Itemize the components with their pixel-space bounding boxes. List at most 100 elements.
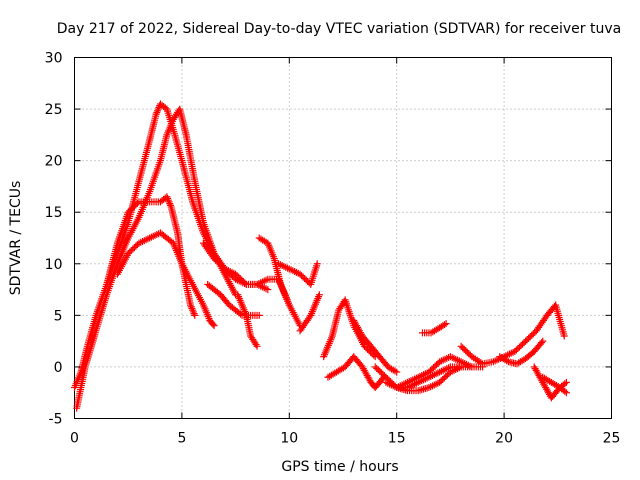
series-track-21 xyxy=(539,373,570,392)
data-point xyxy=(186,301,194,309)
data-point xyxy=(255,311,263,319)
data-point xyxy=(522,337,530,345)
data-point xyxy=(191,311,199,319)
data-point xyxy=(133,199,141,207)
data-point xyxy=(515,343,523,351)
data-point xyxy=(190,310,198,318)
data-point xyxy=(213,258,221,266)
data-point xyxy=(210,255,218,263)
data-point xyxy=(129,204,137,212)
data-point xyxy=(459,344,467,352)
data-point xyxy=(561,387,569,395)
series-track-13 xyxy=(350,317,401,376)
data-point xyxy=(376,367,384,375)
data-point xyxy=(285,301,293,309)
data-point xyxy=(538,339,546,347)
data-point xyxy=(430,364,438,372)
data-point xyxy=(428,365,436,373)
data-point xyxy=(209,320,217,328)
y-tick-label: -5 xyxy=(49,412,63,428)
data-point xyxy=(301,275,309,283)
data-point xyxy=(425,368,433,376)
data-point xyxy=(528,331,536,339)
data-point xyxy=(163,193,171,201)
data-point xyxy=(216,261,224,269)
data-point xyxy=(219,263,227,271)
data-point xyxy=(210,322,218,330)
data-point xyxy=(152,110,160,118)
data-point xyxy=(188,304,196,312)
series-track-7 xyxy=(234,291,261,350)
data-point xyxy=(296,270,304,278)
data-point xyxy=(511,347,519,355)
y-tick-label: 15 xyxy=(45,205,63,221)
data-point xyxy=(503,357,511,365)
data-point xyxy=(525,334,533,342)
series-track-1 xyxy=(71,100,272,392)
data-point xyxy=(315,291,323,299)
data-point xyxy=(218,262,226,270)
data-point xyxy=(560,332,568,340)
data-point xyxy=(561,380,569,388)
data-point xyxy=(465,350,473,358)
data-point xyxy=(431,362,439,370)
series-track-18 xyxy=(457,301,568,368)
data-point xyxy=(517,342,525,350)
data-point xyxy=(154,105,162,113)
data-point xyxy=(539,337,547,345)
data-point xyxy=(374,366,382,374)
chart-title: Day 217 of 2022, Sidereal Day-to-day VTE… xyxy=(57,21,621,37)
data-point xyxy=(187,303,195,311)
y-tick-label: 25 xyxy=(45,102,63,118)
data-point xyxy=(313,260,321,268)
data-point xyxy=(132,242,140,250)
data-point xyxy=(227,271,235,279)
y-tick-label: 20 xyxy=(45,154,63,170)
data-point xyxy=(302,276,310,284)
data-point xyxy=(443,371,451,379)
series-track-16 xyxy=(393,353,476,392)
x-tick-label: 15 xyxy=(388,431,406,447)
data-point xyxy=(514,345,522,353)
data-point xyxy=(460,345,468,353)
data-point xyxy=(462,347,470,355)
data-point xyxy=(371,363,379,371)
data-point xyxy=(253,342,261,350)
data-point xyxy=(124,249,132,257)
data-point xyxy=(298,272,306,280)
plot-frame xyxy=(74,57,612,419)
data-point xyxy=(154,107,162,115)
data-point xyxy=(520,339,528,347)
data-point xyxy=(463,348,471,356)
x-tick-label: 10 xyxy=(280,431,298,447)
data-point xyxy=(221,265,229,273)
data-point xyxy=(166,201,174,209)
series-track-6 xyxy=(204,280,263,319)
data-point xyxy=(440,374,448,382)
data-point xyxy=(468,363,476,371)
data-point xyxy=(130,202,138,210)
data-point xyxy=(225,269,233,277)
data-point xyxy=(299,273,307,281)
data-point xyxy=(377,369,385,377)
x-axis-label: GPS time / hours xyxy=(281,459,398,475)
data-point xyxy=(562,378,570,386)
x-tick-label: 20 xyxy=(495,431,513,447)
data-point xyxy=(442,320,450,328)
data-point xyxy=(129,245,137,253)
data-point xyxy=(132,201,140,209)
data-point xyxy=(126,207,134,215)
data-point xyxy=(215,259,223,267)
data-point xyxy=(126,248,134,256)
data-point xyxy=(379,370,387,378)
x-tick-label: 0 xyxy=(70,431,79,447)
data-point xyxy=(391,367,399,375)
axis-ticks xyxy=(74,57,612,419)
data-point xyxy=(437,377,445,385)
data-point xyxy=(439,375,447,383)
data-point xyxy=(529,330,537,338)
data-point xyxy=(166,200,174,208)
data-point xyxy=(212,256,220,264)
y-tick-label: 5 xyxy=(54,308,63,324)
